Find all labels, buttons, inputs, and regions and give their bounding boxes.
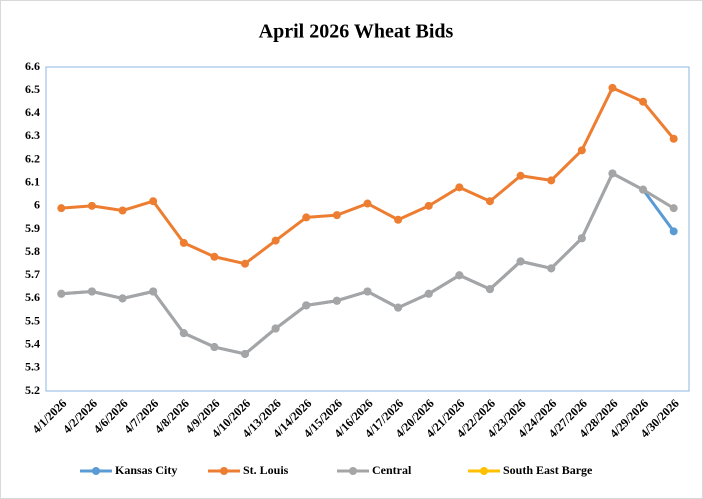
marker	[363, 287, 372, 296]
marker	[87, 201, 96, 210]
marker	[210, 252, 219, 261]
marker	[241, 349, 250, 358]
y-tick-label: 5.5	[25, 313, 40, 327]
marker	[547, 264, 556, 273]
marker	[118, 206, 127, 215]
marker	[57, 289, 66, 298]
marker	[271, 236, 280, 245]
marker	[87, 287, 96, 296]
marker	[669, 134, 678, 143]
y-tick-label: 5.8	[25, 244, 40, 258]
y-tick-label: 5.4	[25, 336, 40, 350]
marker	[118, 294, 127, 303]
marker	[332, 211, 341, 220]
marker	[394, 215, 403, 224]
marker	[149, 287, 158, 296]
marker	[302, 301, 311, 310]
legend-label: St. Louis	[243, 463, 289, 477]
marker	[455, 183, 464, 192]
marker	[639, 97, 648, 106]
y-tick-label: 6	[34, 198, 40, 212]
marker	[669, 204, 678, 213]
legend-marker	[480, 467, 488, 475]
marker	[547, 176, 556, 185]
legend-marker	[349, 467, 357, 475]
marker	[57, 204, 66, 213]
y-tick-label: 5.7	[25, 267, 40, 281]
y-tick-label: 6.4	[25, 105, 40, 119]
legend-label: Central	[372, 463, 412, 477]
y-tick-label: 5.3	[25, 360, 40, 374]
y-tick-label: 6.1	[25, 174, 40, 188]
marker	[271, 324, 280, 333]
legend-label: South East Barge	[503, 463, 593, 477]
marker	[210, 343, 219, 352]
marker	[179, 329, 188, 338]
y-tick-label: 5.6	[25, 290, 40, 304]
y-tick-label: 6.5	[25, 82, 40, 96]
plot-border	[45, 66, 690, 392]
legend-label: Kansas City	[115, 463, 177, 477]
marker	[639, 185, 648, 194]
marker	[241, 259, 250, 268]
marker	[424, 201, 433, 210]
marker	[608, 169, 617, 178]
marker	[577, 146, 586, 155]
marker	[485, 285, 494, 294]
marker	[516, 171, 525, 180]
marker	[179, 238, 188, 247]
marker	[608, 83, 617, 92]
marker	[332, 296, 341, 305]
y-tick-label: 6.2	[25, 151, 40, 165]
marker	[149, 197, 158, 206]
y-tick-label: 5.2	[25, 383, 40, 397]
legend-marker	[92, 467, 100, 475]
chart-title: April 2026 Wheat Bids	[259, 21, 454, 43]
y-tick-label: 6.3	[25, 128, 40, 142]
marker	[394, 303, 403, 312]
legend-marker	[220, 467, 228, 475]
marker	[302, 213, 311, 222]
marker	[424, 289, 433, 298]
y-tick-label: 5.9	[25, 221, 40, 235]
marker	[485, 197, 494, 206]
marker	[669, 227, 678, 236]
marker	[455, 271, 464, 280]
y-tick-label: 6.6	[25, 59, 40, 73]
marker	[577, 234, 586, 243]
marker	[516, 257, 525, 266]
marker	[363, 199, 372, 208]
